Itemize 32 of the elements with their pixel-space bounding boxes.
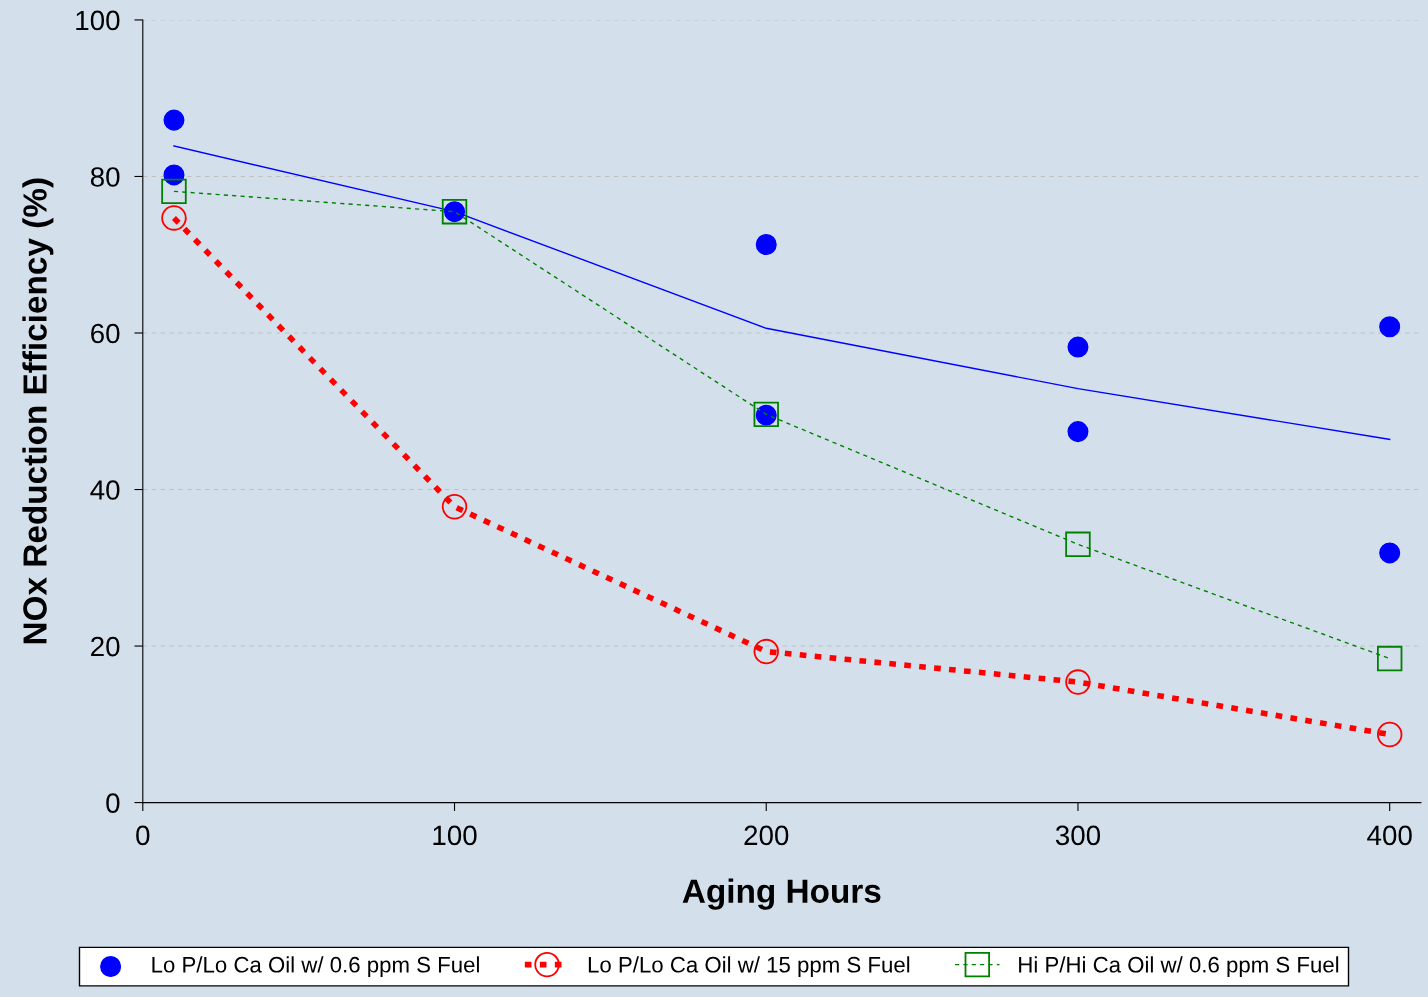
point [1379, 316, 1401, 338]
legend-label: Hi P/Hi Ca Oil w/ 0.6 ppm S Fuel [1019, 956, 1339, 977]
x-tick-label: 300 [1055, 825, 1101, 846]
point [163, 164, 185, 186]
point [163, 109, 185, 131]
point [1379, 542, 1401, 564]
point [1376, 645, 1403, 672]
y-axis-title: NOx Reduction Efficiency (%) [22, 178, 54, 644]
legend-label: Lo P/Lo Ca Oil w/ 0.6 ppm S Fuel [152, 956, 479, 977]
x-tick-label: 400 [1367, 825, 1412, 846]
y-tick-label: 40 [90, 480, 120, 500]
point [755, 234, 777, 256]
x-tick-label: 100 [433, 825, 477, 846]
x-axis-title: Aging Hours [682, 878, 881, 910]
y-tick-label: 0 [106, 793, 120, 813]
point [1065, 531, 1091, 558]
point [1067, 421, 1089, 443]
y-tick-label: 20 [91, 636, 120, 657]
x-tick-label: 0 [136, 825, 150, 846]
point [161, 178, 187, 205]
legend-label: Lo P/Lo Ca Oil w/ 15 ppm S Fuel [588, 956, 910, 977]
point [441, 494, 468, 520]
x-tick-label: 200 [744, 825, 789, 846]
point [1376, 721, 1403, 748]
point [1065, 669, 1091, 695]
point [161, 205, 187, 231]
y-tick-label: 60 [91, 323, 120, 344]
point [1067, 336, 1089, 358]
y-tick-label: 80 [90, 167, 120, 187]
y-tick-label: 100 [76, 10, 120, 31]
line-series [173, 145, 1391, 441]
point [753, 638, 779, 665]
